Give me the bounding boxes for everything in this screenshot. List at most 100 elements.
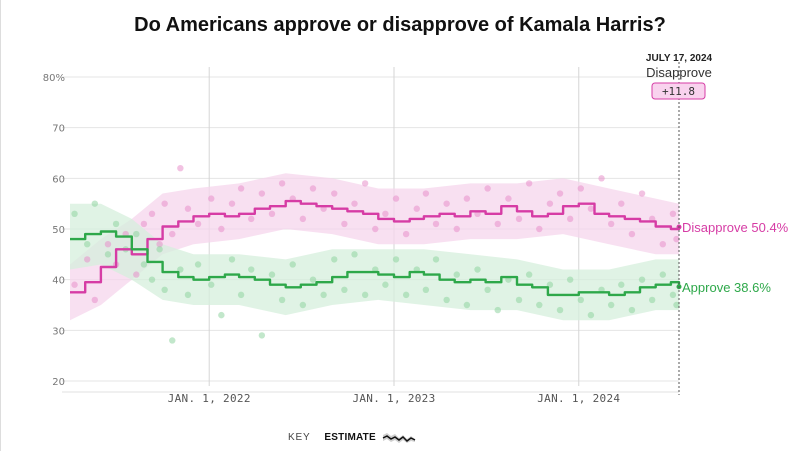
poll-dot-approve	[566, 276, 574, 283]
poll-dot-disapprove	[248, 215, 255, 223]
poll-dot-approve	[648, 296, 656, 304]
poll-dot-disapprove	[299, 215, 307, 223]
poll-dot-disapprove	[331, 190, 338, 197]
poll-dot-approve	[156, 246, 163, 253]
poll-dot-disapprove	[443, 200, 450, 207]
key-label: KEY	[288, 431, 311, 443]
poll-dot-approve	[515, 296, 523, 304]
poll-dot-disapprove	[228, 200, 236, 207]
poll-dot-disapprove	[84, 256, 91, 263]
poll-dot-approve	[587, 311, 595, 319]
poll-dot-disapprove	[91, 296, 99, 304]
poll-dot-approve	[351, 251, 358, 258]
x-tick-label: JAN. 1, 2024	[537, 392, 620, 405]
poll-dot-disapprove	[432, 220, 440, 228]
poll-dot-disapprove	[351, 200, 358, 207]
poll-dot-disapprove	[422, 190, 430, 197]
poll-dot-disapprove	[607, 220, 615, 228]
poll-dot-disapprove	[618, 200, 625, 207]
poll-dot-disapprove	[309, 185, 317, 192]
poll-dot-disapprove	[659, 241, 667, 248]
poll-dot-approve	[638, 276, 646, 283]
poll-dot-disapprove	[587, 205, 595, 212]
poll-dot-approve	[453, 271, 460, 278]
marker-date-label: JULY 17, 2024	[646, 53, 713, 64]
line-approve	[70, 230, 681, 297]
estimate-swatch-icon	[382, 433, 416, 443]
poll-dot-approve	[536, 301, 543, 309]
poll-dot-disapprove	[278, 180, 286, 187]
x-tick-label: JAN. 1, 2022	[168, 392, 251, 405]
page-title: Do Americans approve or disapprove of Ka…	[134, 14, 666, 36]
poll-dot-approve	[659, 271, 667, 278]
poll-dot-approve	[484, 286, 491, 293]
poll-dot-approve	[331, 256, 338, 263]
poll-dot-disapprove	[156, 241, 163, 248]
poll-dot-disapprove	[161, 200, 168, 207]
poll-dot-approve	[607, 301, 615, 309]
poll-dot-disapprove	[463, 195, 471, 202]
poll-dot-approve	[228, 256, 236, 263]
spread-badge-value: +11.8	[662, 85, 695, 98]
poll-dot-approve	[577, 296, 584, 304]
poll-dot-disapprove	[218, 225, 225, 233]
poll-dot-approve	[237, 291, 245, 299]
y-tick-label: 70	[52, 124, 65, 135]
poll-dot-disapprove	[525, 180, 533, 187]
poll-dot-disapprove	[628, 230, 636, 238]
y-tick-label: 60	[52, 174, 65, 185]
poll-dot-approve	[494, 306, 501, 314]
y-tick-label: 30	[52, 326, 65, 337]
poll-dot-disapprove	[237, 185, 245, 192]
poll-dot-disapprove	[638, 190, 646, 197]
poll-dot-approve	[278, 296, 286, 304]
poll-dot-disapprove	[673, 235, 680, 243]
poll-dot-disapprove	[71, 281, 78, 288]
poll-dot-approve	[91, 200, 99, 207]
poll-dot-approve	[133, 230, 140, 238]
poll-dot-disapprove	[184, 205, 192, 212]
axis-ticks: 20 30 40 50 60 70 80% JAN. 1, 2022 JAN. 1, 2023 J…	[43, 73, 620, 405]
poll-dot-disapprove	[177, 165, 184, 172]
y-tick-label: 50	[52, 225, 65, 236]
poll-dot-disapprove	[133, 271, 140, 278]
date-marker[interactable]: JULY 17, 2024 Disapprove +11.8	[646, 53, 713, 395]
poll-dot-approve	[268, 271, 276, 278]
poll-dot-approve	[628, 306, 636, 314]
poll-dot-approve	[474, 266, 481, 273]
poll-dot-approve	[525, 271, 533, 278]
poll-dot-approve	[309, 276, 317, 283]
poll-dot-disapprove	[194, 220, 202, 228]
uncertainty-bands	[70, 173, 679, 321]
poll-dot-approve	[194, 261, 202, 268]
poll-dot-approve	[556, 306, 564, 314]
poll-dot-disapprove	[556, 190, 564, 197]
poll-dot-disapprove	[258, 190, 266, 197]
poll-dot-approve	[463, 301, 471, 309]
marker-series-label: Disapprove	[646, 65, 712, 80]
line-disapprove	[70, 199, 681, 294]
poll-dot-disapprove	[341, 220, 348, 228]
poll-dot-disapprove	[392, 195, 400, 202]
poll-dot-approve	[104, 251, 112, 258]
x-tick-label: JAN. 1, 2023	[352, 392, 435, 405]
poll-dot-disapprove	[148, 210, 156, 217]
end-label-approve: Approve 38.6%	[682, 280, 771, 295]
poll-dot-approve	[84, 241, 91, 248]
spread-badge	[651, 82, 706, 100]
trend-lines	[70, 199, 682, 297]
poll-dot-approve	[299, 301, 307, 309]
poll-dot-approve	[289, 261, 296, 268]
poll-dot-disapprove	[453, 225, 460, 233]
poll-dot-disapprove	[413, 205, 420, 212]
y-tick-label: 20	[52, 377, 65, 388]
poll-dot-approve	[184, 291, 192, 299]
poll-dot-approve	[140, 261, 148, 268]
band-approve	[70, 203, 679, 321]
poll-dot-approve	[248, 266, 255, 273]
poll-dot-approve	[218, 311, 225, 319]
y-tick-label: 40	[52, 276, 65, 287]
poll-dot-approve	[341, 286, 348, 293]
poll-dot-approve	[161, 286, 168, 293]
